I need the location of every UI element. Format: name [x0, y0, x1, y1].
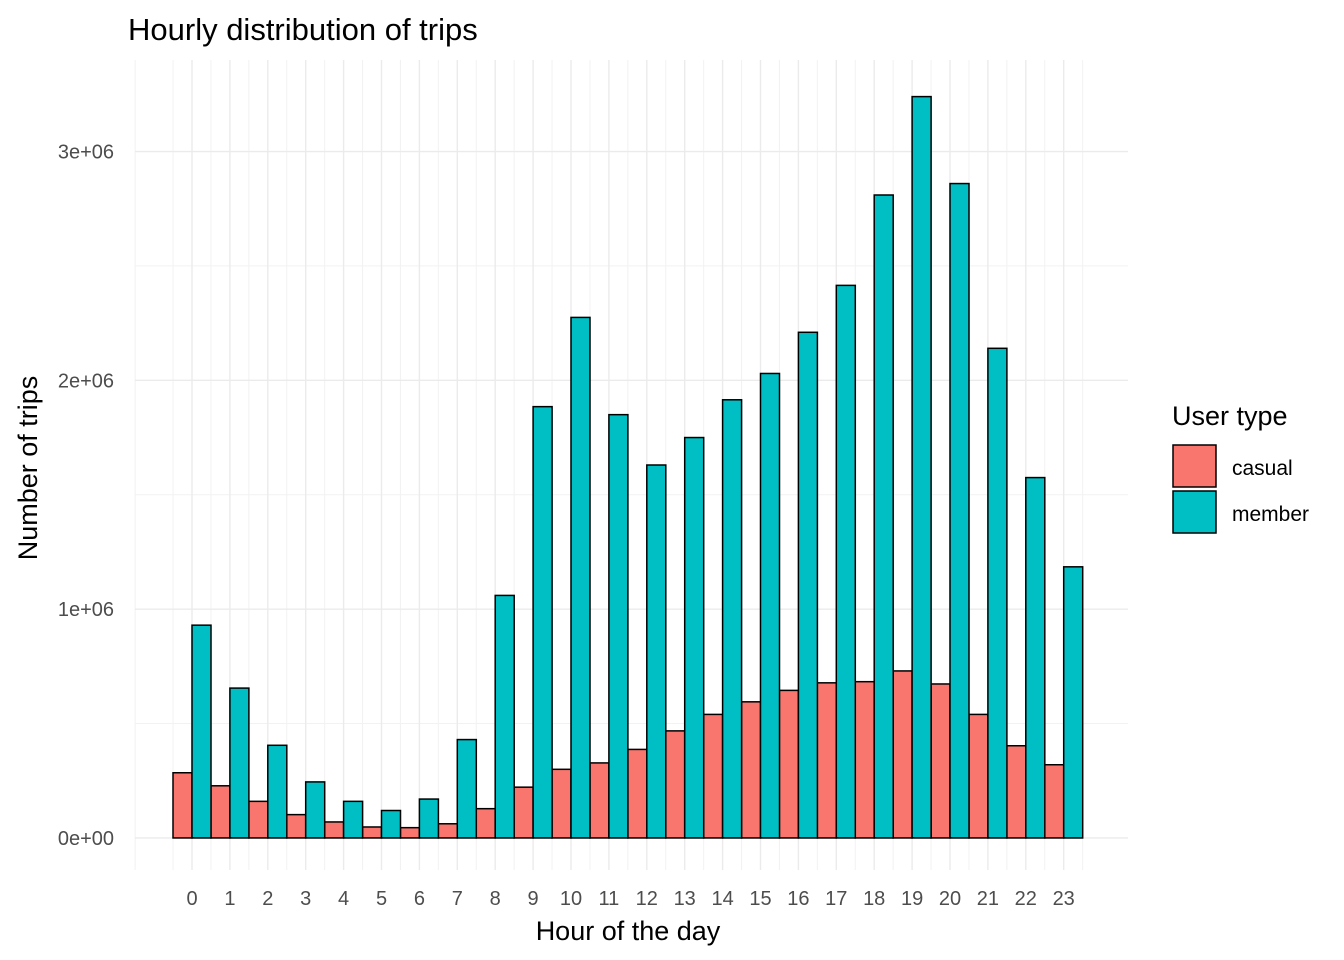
- bar-member: [721, 399, 743, 839]
- y-tick-labels: 0e+00 1e+06 2e+06 3e+06: [58, 142, 114, 850]
- x-tick-label: 18: [863, 888, 885, 910]
- bar-member: [1062, 566, 1084, 839]
- y-tick-label: 2e+06: [58, 370, 114, 392]
- bar-casual: [702, 713, 724, 839]
- bar-casual: [589, 762, 610, 839]
- y-axis-title: Number of trips: [13, 376, 43, 561]
- y-tick-label: 1e+06: [58, 599, 114, 621]
- legend: User type casual member: [1172, 401, 1309, 534]
- bar-casual: [664, 730, 686, 839]
- x-tick-label: 14: [711, 888, 733, 910]
- bar-member: [532, 405, 553, 839]
- bar-casual: [968, 713, 989, 839]
- bar-member: [873, 194, 894, 839]
- legend-title: User type: [1172, 401, 1288, 431]
- x-tick-label: 23: [1053, 888, 1075, 910]
- bar-casual: [210, 785, 231, 839]
- bar-casual: [361, 826, 383, 839]
- bar-casual: [248, 800, 269, 839]
- bar-casual: [551, 768, 572, 839]
- bar-member: [456, 738, 478, 839]
- bar-member: [911, 95, 932, 839]
- bar-member: [570, 316, 591, 839]
- bar-casual: [513, 786, 534, 839]
- bar-member: [1025, 476, 1046, 839]
- x-tick-label: 20: [939, 888, 961, 910]
- x-tick-labels: 0 1 2 3 4 5 6 7 8 9 10 11 12 13 14 15 16 17 18 19 20 21 22 23: [186, 888, 1074, 910]
- x-tick-label: 10: [560, 888, 582, 910]
- x-tick-label: 15: [749, 888, 771, 910]
- bar-casual: [930, 683, 951, 839]
- x-tick-label: 5: [376, 888, 387, 910]
- bar-member: [494, 594, 515, 839]
- bar-member: [797, 331, 819, 839]
- y-tick-label: 3e+06: [58, 142, 114, 164]
- bar-casual: [399, 826, 421, 839]
- legend-label-casual: casual: [1232, 457, 1293, 480]
- bar-casual: [854, 680, 875, 839]
- bar-casual: [892, 670, 913, 839]
- bar-casual: [816, 682, 838, 839]
- bar-member: [380, 809, 402, 839]
- x-tick-label: 11: [599, 888, 620, 910]
- bar-member: [683, 436, 705, 839]
- x-tick-label: 19: [901, 888, 923, 910]
- bar-casual: [627, 748, 648, 839]
- bar-member: [646, 464, 667, 839]
- bar-member: [304, 781, 326, 839]
- bar-member: [267, 744, 288, 839]
- bar-member: [987, 347, 1008, 839]
- bar-member: [608, 413, 629, 839]
- x-tick-label: 22: [1015, 888, 1037, 910]
- bar-casual: [172, 772, 193, 839]
- bar-casual: [1006, 745, 1027, 839]
- bar-casual: [475, 807, 496, 839]
- bar-member: [342, 800, 364, 839]
- x-tick-label: 9: [528, 888, 539, 910]
- x-tick-label: 1: [224, 888, 235, 910]
- x-tick-label: 16: [787, 888, 809, 910]
- x-tick-label: 13: [674, 888, 696, 910]
- bar-member: [835, 284, 857, 839]
- x-axis-title: Hour of the day: [536, 916, 721, 946]
- x-tick-label: 3: [300, 888, 311, 910]
- bar-casual: [740, 701, 762, 839]
- legend-key-casual: [1172, 444, 1217, 488]
- x-tick-label: 12: [636, 888, 658, 910]
- x-tick-label: 6: [414, 888, 425, 910]
- bar-casual: [323, 821, 345, 839]
- bars: [172, 95, 1084, 839]
- bar-member: [949, 182, 970, 839]
- x-tick-label: 21: [977, 888, 999, 910]
- chart-title: Hourly distribution of trips: [128, 12, 478, 47]
- x-tick-label: 7: [452, 888, 463, 910]
- legend-key-member: [1172, 490, 1217, 534]
- bar-member: [759, 372, 781, 839]
- bar-casual: [778, 689, 800, 839]
- y-tick-label: 0e+00: [58, 828, 114, 850]
- bar-casual: [437, 823, 459, 839]
- x-tick-label: 2: [262, 888, 273, 910]
- x-tick-label: 0: [186, 888, 197, 910]
- bar-casual: [1043, 763, 1065, 839]
- bar-member: [229, 687, 250, 839]
- x-tick-label: 17: [825, 888, 847, 910]
- legend-label-member: member: [1232, 503, 1309, 526]
- bar-member: [418, 798, 440, 839]
- x-tick-label: 4: [338, 888, 349, 910]
- bar-member: [191, 624, 212, 839]
- bar-casual: [285, 813, 307, 839]
- x-tick-label: 8: [490, 888, 501, 910]
